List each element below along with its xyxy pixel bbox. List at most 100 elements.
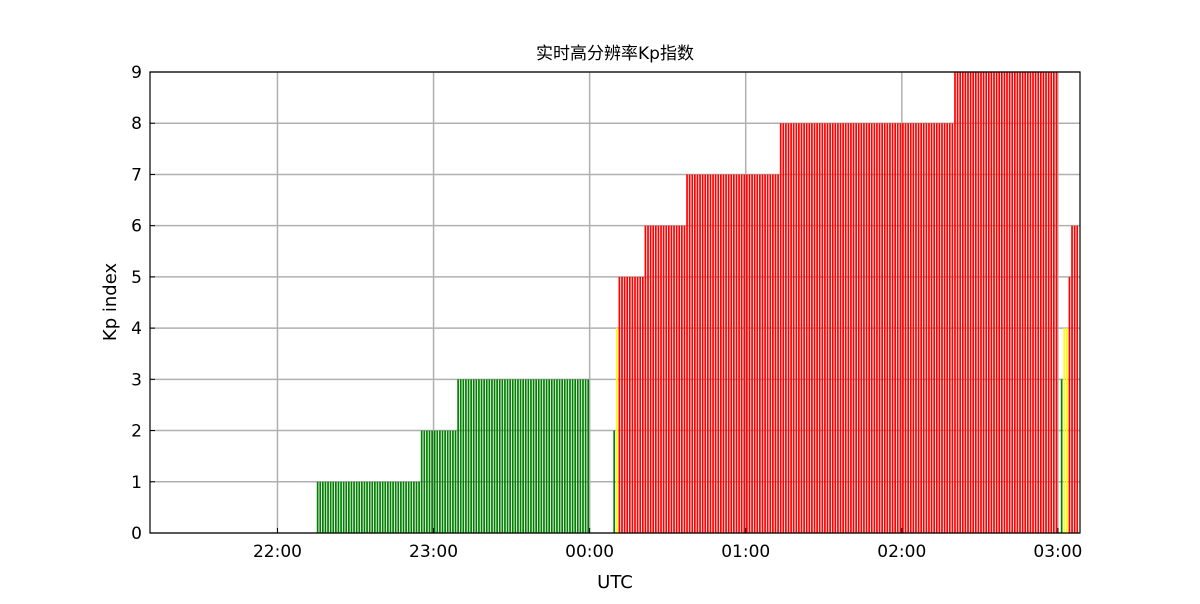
kp-bar: [1024, 72, 1027, 533]
kp-bar: [423, 430, 426, 533]
kp-bar: [426, 430, 428, 533]
kp-bar: [1000, 72, 1003, 533]
kp-bar: [787, 123, 790, 533]
kp-bar: [636, 276, 639, 533]
kp-bar: [896, 123, 899, 533]
kp-bar: [371, 481, 374, 533]
kp-bar: [886, 123, 889, 533]
kp-bar: [480, 379, 483, 533]
kp-bar: [553, 379, 556, 533]
kp-bar: [748, 174, 751, 533]
kp-bar: [1037, 72, 1040, 533]
kp-bar: [355, 481, 358, 533]
kp-bar: [766, 174, 769, 533]
kp-bar: [576, 379, 579, 533]
kp-bar: [387, 481, 389, 533]
kp-bar: [561, 379, 564, 533]
kp-bar: [628, 276, 631, 533]
kp-bar: [922, 123, 925, 533]
kp-bar: [470, 379, 472, 533]
kp-bar: [868, 123, 870, 533]
kp-bar: [350, 481, 353, 533]
kp-bar: [1042, 72, 1045, 533]
kp-bar: [524, 379, 527, 533]
kp-bar: [449, 430, 452, 533]
kp-bar: [641, 276, 644, 533]
kp-bar: [413, 481, 415, 533]
kp-bar: [743, 174, 746, 533]
kp-bar: [327, 481, 329, 533]
kp-bar: [366, 481, 368, 533]
kp-bar: [506, 379, 509, 533]
kp-bar: [439, 430, 441, 533]
kp-bar: [407, 481, 410, 533]
kp-bar: [1068, 276, 1071, 533]
kp-bar: [816, 123, 818, 533]
kp-bar: [621, 276, 623, 533]
kp-bar: [379, 481, 381, 533]
kp-bar: [337, 481, 340, 533]
kp-bar: [844, 123, 847, 533]
kp-bar: [522, 379, 525, 533]
kp-bar: [738, 174, 740, 533]
kp-bar: [995, 72, 998, 533]
kp-bar: [392, 481, 394, 533]
kp-bar: [782, 123, 785, 533]
kp-bar: [498, 379, 501, 533]
y-tick-label: 5: [131, 268, 142, 288]
kp-bar: [530, 379, 532, 533]
kp-bar: [397, 481, 400, 533]
kp-bar: [556, 379, 558, 533]
kp-bar: [410, 481, 413, 533]
kp-bar: [501, 379, 504, 533]
kp-bar: [478, 379, 480, 533]
kp-bar: [834, 123, 837, 533]
kp-bar: [990, 72, 993, 533]
kp-bar: [933, 123, 936, 533]
kp-bar: [790, 123, 792, 533]
kp-bar: [969, 72, 972, 533]
kp-bar: [358, 481, 361, 533]
kp-bar: [384, 481, 387, 533]
kp-bar: [818, 123, 821, 533]
kp-bar: [405, 481, 407, 533]
kp-bar: [537, 379, 540, 533]
kp-bar: [400, 481, 402, 533]
kp-bar: [808, 123, 811, 533]
kp-bar: [462, 379, 465, 533]
kp-bar: [587, 379, 590, 533]
y-tick-label: 6: [131, 217, 142, 237]
kp-bar: [733, 174, 735, 533]
kp-bar: [938, 123, 941, 533]
kp-bar: [915, 123, 917, 533]
kp-bar: [446, 430, 449, 533]
kp-bar: [1021, 72, 1024, 533]
kp-bar: [558, 379, 561, 533]
kp-bar: [652, 225, 655, 533]
y-tick-label: 0: [131, 524, 142, 544]
kp-bar: [368, 481, 371, 533]
kp-bar: [753, 174, 756, 533]
kp-bar: [1050, 72, 1053, 533]
kp-bar: [361, 481, 363, 533]
kp-bar: [987, 72, 990, 533]
y-tick-label: 7: [131, 165, 142, 185]
kp-bar: [428, 430, 431, 533]
kp-bar: [967, 72, 969, 533]
kp-bar: [467, 379, 470, 533]
chart-title: 实时高分辨率Kp指数: [536, 44, 694, 64]
kp-bar: [543, 379, 545, 533]
kp-bar: [722, 174, 725, 533]
kp-bar: [878, 123, 881, 533]
kp-bar: [857, 123, 860, 533]
kp-bar: [899, 123, 902, 533]
kp-bar: [1065, 328, 1068, 533]
kp-bar: [436, 430, 439, 533]
kp-bar: [324, 481, 327, 533]
kp-bar: [761, 174, 764, 533]
kp-bar: [964, 72, 967, 533]
kp-bar: [873, 123, 876, 533]
kp-bar: [769, 174, 772, 533]
kp-bar: [805, 123, 808, 533]
kp-bar: [727, 174, 730, 533]
